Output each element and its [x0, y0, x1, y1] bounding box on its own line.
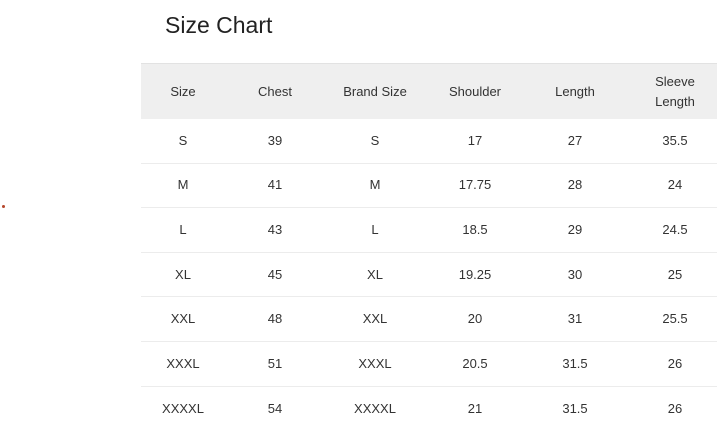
table-cell: 41 [267, 177, 283, 193]
table-cell: XXXL [166, 355, 200, 371]
table-cell: 31.5 [562, 400, 588, 416]
table-row: XXXL 51 XXXL 20.5 31.5 26 [141, 342, 717, 387]
column-header: Chest [258, 83, 292, 99]
table-cell: L [179, 221, 187, 237]
table-cell: L [371, 221, 379, 237]
column-header: Shoulder [448, 83, 502, 99]
table-cell: XXL [170, 311, 196, 327]
table-header: Size Chest Brand Size Shoulder Length Sleeve … [141, 63, 717, 119]
table-cell: 18.5 [462, 221, 488, 237]
column-header: Brand Size [343, 83, 407, 99]
table-cell: M [369, 177, 381, 193]
table-cell: 28 [567, 177, 583, 193]
table-cell: 17 [467, 132, 483, 148]
table-cell: XXXXL [162, 400, 204, 416]
table-cell: 25 [667, 266, 683, 282]
table-cell: 20.5 [462, 355, 488, 371]
table-cell: 24 [667, 177, 683, 193]
table-cell: 20 [467, 311, 483, 327]
table-cell: 17.75 [458, 177, 492, 193]
table-cell: 43 [267, 221, 283, 237]
table-cell: S [178, 132, 188, 148]
table-cell: XXXL [358, 355, 392, 371]
decorative-dot [2, 205, 5, 208]
table-cell: 25.5 [662, 311, 688, 327]
table-cell: 26 [667, 400, 683, 416]
table-cell: 24.5 [662, 221, 688, 237]
table-row: M 41 M 17.75 28 24 [141, 164, 717, 209]
size-chart-table: Size Chest Brand Size Shoulder Length Sleeve … [141, 63, 717, 431]
table-row: S 39 S 17 27 35.5 [141, 119, 717, 164]
table-row: XXXXL 54 XXXXL 21 31.5 26 [141, 387, 717, 432]
table-cell: 21 [467, 400, 483, 416]
table-row: XL 45 XL 19.25 30 25 [141, 253, 717, 298]
table-cell: 48 [267, 311, 283, 327]
page-title: Size Chart [165, 12, 273, 38]
table-cell: 39 [267, 132, 283, 148]
table-cell: 31.5 [562, 355, 588, 371]
column-header: Length [555, 83, 595, 99]
table-cell: S [370, 132, 380, 148]
table-cell: XXXXL [354, 400, 396, 416]
table-row: L 43 L 18.5 29 24.5 [141, 208, 717, 253]
table-cell: 35.5 [662, 132, 688, 148]
column-header: Size [170, 83, 196, 99]
table-cell: 26 [667, 355, 683, 371]
table-cell: 31 [567, 311, 583, 327]
table-cell: 51 [267, 355, 283, 371]
table-row: XXL 48 XXL 20 31 25.5 [141, 297, 717, 342]
table-cell: 19.25 [458, 266, 492, 282]
table-cell: XL [367, 266, 383, 282]
table-cell: 27 [567, 132, 583, 148]
table-cell: 29 [567, 221, 583, 237]
table-cell: XL [175, 266, 191, 282]
column-header: Sleeve Length [655, 73, 695, 109]
table-cell: XXL [362, 311, 388, 327]
table-cell: 54 [267, 400, 283, 416]
table-cell: M [177, 177, 189, 193]
table-cell: 30 [567, 266, 583, 282]
table-cell: 45 [267, 266, 283, 282]
